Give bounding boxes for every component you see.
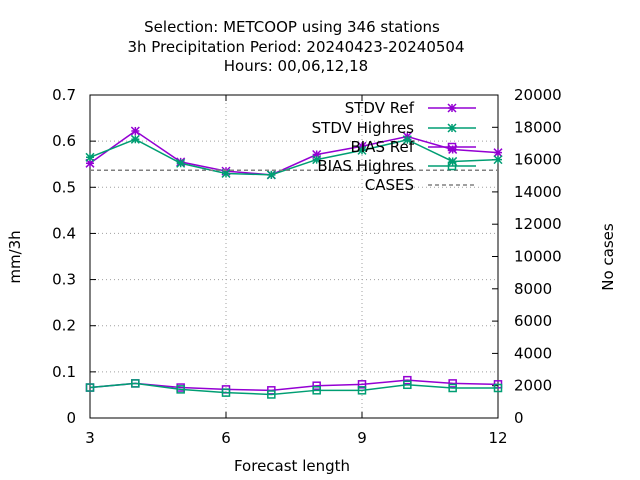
data-point [312, 155, 322, 165]
y2-tick-label: 16000 [514, 151, 562, 169]
y-tick-label: 0 [66, 409, 76, 427]
x-tick-label: 6 [221, 429, 231, 447]
data-point [130, 126, 140, 136]
data-point [221, 388, 231, 397]
plot-frame [89, 94, 499, 419]
axes: 0 0.1 0.2 0.3 0.4 0.5 0.6 0.7 0 2000 4000 6000 8000 1… [52, 86, 562, 447]
legend-marker [447, 161, 457, 171]
y2-tick-label: 4000 [514, 344, 552, 362]
series-line [89, 382, 498, 396]
data-point [312, 386, 321, 395]
y2-tick-label: 14000 [514, 183, 562, 201]
legend-label: BIAS Highres [317, 157, 414, 175]
data-point [357, 380, 367, 389]
data-point [448, 144, 458, 154]
y2-axis-label: No cases [599, 223, 617, 291]
data-point [493, 383, 503, 393]
legend-label: STDV Ref [345, 99, 415, 117]
legend-label: CASES [365, 176, 414, 194]
legend-marker [447, 103, 457, 113]
data-point [493, 148, 503, 158]
chart-title: Selection: METCOOP using 346 stations 3h… [127, 18, 464, 75]
data-point [357, 141, 367, 151]
x-tick-label: 12 [488, 429, 507, 447]
x-tick-label: 3 [85, 429, 95, 447]
data-point [85, 158, 95, 168]
y2-tick-label: 12000 [514, 215, 562, 233]
data-point [85, 152, 95, 162]
data-point [130, 134, 140, 144]
y-tick-label: 0.7 [52, 86, 76, 104]
y2-tick-label: 2000 [514, 377, 552, 395]
series-line [89, 379, 499, 392]
plot-series [85, 126, 503, 399]
data-point [448, 379, 457, 388]
data-point [312, 381, 321, 390]
y2-tick-label: 10000 [514, 248, 562, 266]
y-tick-label: 0.5 [52, 178, 76, 196]
data-point [221, 168, 231, 178]
data-point [176, 385, 185, 394]
series-line [89, 138, 499, 176]
legend-label: BIAS Ref [350, 138, 414, 156]
data-point [448, 383, 457, 393]
x-tick-label: 9 [357, 429, 367, 447]
data-point [85, 383, 95, 392]
data-point [267, 390, 276, 399]
title-line-1: Selection: METCOOP using 346 stations [144, 18, 440, 36]
y-tick-label: 0.4 [52, 224, 76, 242]
y2-tick-label: 0 [514, 409, 524, 427]
legend-marker [447, 142, 457, 152]
y-tick-label: 0.6 [52, 132, 76, 150]
legend-marker [447, 123, 457, 133]
y2-tick-label: 8000 [514, 280, 552, 298]
data-point [402, 135, 412, 145]
data-point [312, 149, 322, 160]
y-tick-label: 0.2 [52, 317, 76, 335]
series-bias-highres [85, 379, 503, 399]
data-point [357, 145, 367, 155]
x-axis-label: Forecast length [234, 457, 350, 475]
y-axis-label: mm/3h [6, 230, 24, 283]
series-line [89, 130, 499, 176]
grid [90, 95, 498, 418]
y2-tick-label: 18000 [514, 118, 562, 136]
series-stdv-ref [85, 126, 503, 180]
series-stdv-highres [85, 134, 503, 180]
y-tick-label: 0.1 [52, 363, 76, 381]
data-point [403, 375, 412, 385]
data-point [176, 158, 186, 168]
data-point [266, 170, 276, 180]
y-tick-label: 0.3 [52, 271, 76, 289]
data-point [131, 379, 140, 388]
y2-tick-label: 20000 [514, 86, 562, 104]
data-point [403, 380, 412, 390]
title-line-3: Hours: 00,06,12,18 [224, 57, 368, 75]
legend-label: STDV Highres [312, 119, 415, 137]
y2-tick-label: 6000 [514, 312, 552, 330]
data-point [357, 386, 367, 395]
data-point [493, 155, 503, 165]
title-line-2: 3h Precipitation Period: 20240423-202405… [127, 38, 464, 56]
data-point [448, 156, 458, 166]
